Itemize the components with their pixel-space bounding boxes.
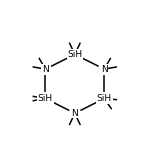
Text: SiH: SiH: [67, 50, 82, 59]
Text: N: N: [101, 65, 108, 74]
Text: N: N: [42, 65, 49, 74]
Text: SiH: SiH: [97, 94, 112, 103]
Text: N: N: [71, 109, 78, 118]
Text: SiH: SiH: [38, 94, 53, 103]
